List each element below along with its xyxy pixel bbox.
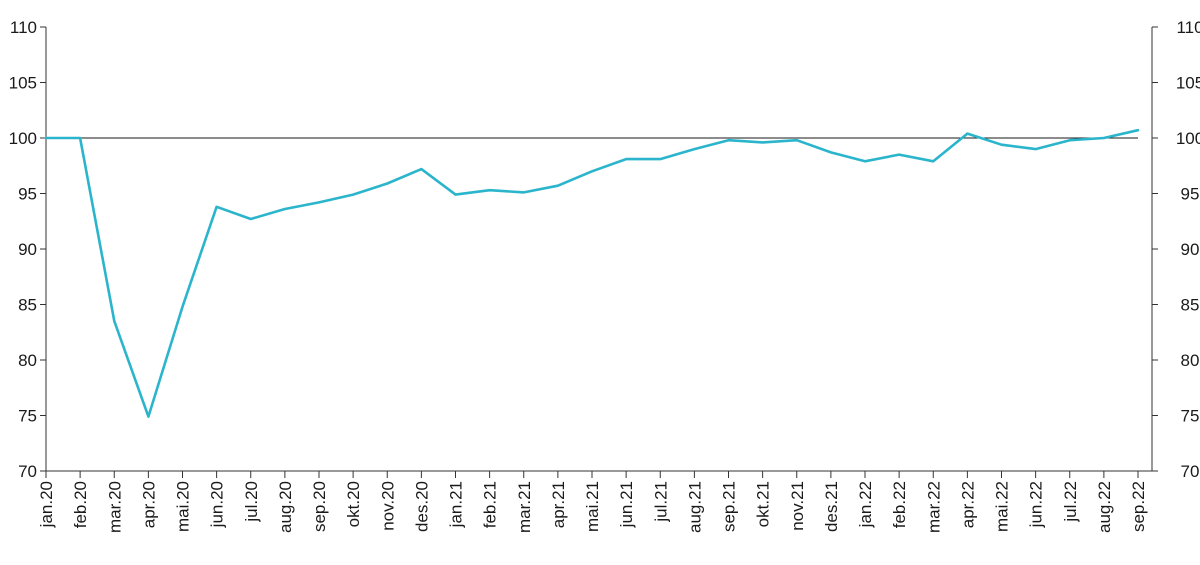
x-tick-label: jul.21 — [651, 481, 670, 523]
x-tick-label: jul.22 — [1061, 481, 1080, 523]
y-tick-label-left: 90 — [18, 240, 37, 259]
x-tick-label: apr.21 — [549, 481, 568, 528]
y-tick-label-right: 70 — [1181, 462, 1200, 481]
x-axis: jan.20 feb.20 mar.20 apr.20 mai.20 jun.20 jul.… — [37, 470, 1152, 533]
x-tick-label: mar.22 — [924, 481, 943, 533]
y-tick-label-right: 100 — [1176, 129, 1200, 148]
y-tick-label-left: 110 — [10, 18, 37, 37]
x-tick-label: apr.22 — [958, 481, 977, 528]
y-tick-label-left: 100 — [9, 129, 37, 148]
x-tick-label: feb.22 — [890, 481, 909, 528]
x-tick-label: okt.21 — [754, 481, 773, 527]
series-group — [44, 128, 1140, 418]
left-y-axis: 70 75 80 85 90 95 100 105 110 — [9, 18, 47, 481]
x-tick-label: aug.22 — [1095, 481, 1114, 533]
y-tick-label-right: 90 — [1181, 240, 1200, 259]
x-tick-label: jun.21 — [617, 481, 636, 528]
y-tick-label-right: 80 — [1181, 351, 1200, 370]
x-tick-label: sep.21 — [720, 481, 739, 532]
y-tick-label-right: 75 — [1181, 407, 1200, 426]
x-tick-label: apr.20 — [139, 481, 158, 528]
x-tick-label: jun.22 — [1027, 481, 1046, 528]
x-tick-label: des.21 — [822, 481, 841, 532]
y-tick-label-left: 80 — [18, 351, 37, 370]
x-tick-label: jan.20 — [37, 481, 56, 528]
x-tick-label: des.20 — [412, 481, 431, 532]
y-tick-label-left: 75 — [18, 407, 37, 426]
series-line-0 — [44, 128, 1140, 418]
x-tick-label: jun.20 — [208, 481, 227, 528]
y-tick-label-left: 70 — [18, 462, 37, 481]
x-tick-label: mai.21 — [583, 481, 602, 532]
y-tick-label-right: 85 — [1181, 296, 1200, 315]
right-y-axis: 70 75 80 85 90 95 100 105 110 — [1151, 18, 1200, 481]
y-tick-label-left: 95 — [18, 185, 37, 204]
x-tick-label: jan.21 — [447, 481, 466, 528]
y-tick-label-right: 95 — [1181, 185, 1200, 204]
x-tick-label: mar.21 — [515, 481, 534, 533]
x-tick-label: sep.20 — [310, 481, 329, 532]
x-tick-label: jul.20 — [242, 481, 261, 523]
x-tick-label: aug.21 — [685, 481, 704, 533]
x-tick-label: jan.22 — [856, 481, 875, 528]
x-tick-label: okt.20 — [344, 481, 363, 527]
x-tick-label: sep.22 — [1129, 481, 1148, 532]
x-tick-label: feb.21 — [481, 481, 500, 528]
y-tick-label-right: 110 — [1176, 18, 1200, 37]
x-tick-label: nov.20 — [378, 481, 397, 531]
x-tick-label: mai.20 — [174, 481, 193, 532]
x-tick-label: mar.20 — [105, 481, 124, 533]
y-tick-label-left: 105 — [9, 74, 37, 93]
x-tick-label: nov.21 — [788, 481, 807, 531]
y-tick-label-right: 105 — [1176, 74, 1200, 93]
x-tick-label: mai.22 — [993, 481, 1012, 532]
y-tick-label-left: 85 — [18, 296, 37, 315]
x-tick-label: feb.20 — [71, 481, 90, 528]
x-tick-label: aug.20 — [276, 481, 295, 533]
